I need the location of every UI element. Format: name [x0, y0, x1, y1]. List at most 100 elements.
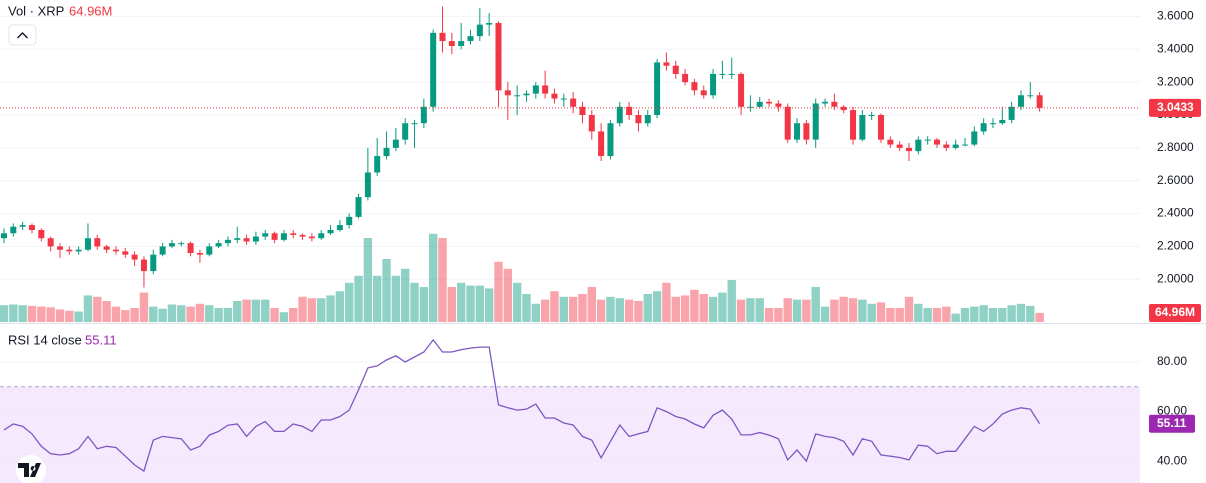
candle-body: [878, 115, 885, 140]
volume-bar: [233, 301, 242, 322]
volume-bar: [680, 295, 690, 322]
candle-body: [803, 123, 810, 140]
candle-body: [495, 23, 502, 91]
candle-body: [84, 238, 91, 250]
volume-bar: [764, 308, 774, 322]
volume-bar: [65, 310, 74, 322]
volume-box: [1149, 304, 1201, 322]
candle-body: [588, 115, 595, 132]
volume-bar: [391, 275, 401, 322]
collapse-button[interactable]: [8, 24, 37, 46]
candle-body: [989, 123, 996, 125]
volume-bar: [783, 298, 792, 322]
volume-bar: [774, 308, 783, 322]
y-tick-label: 2.4000: [1157, 206, 1194, 220]
chevron-icon[interactable]: [17, 32, 28, 39]
candle-body: [420, 106, 427, 124]
y-tick-label: 3.4000: [1157, 41, 1194, 55]
candle-body: [1017, 95, 1024, 107]
candle-body: [1008, 106, 1015, 120]
volume-bar: [130, 308, 139, 322]
candle-body: [504, 90, 511, 96]
volume-bar: [419, 287, 429, 322]
volume-bar: [540, 299, 550, 322]
volume-bar: [615, 298, 624, 322]
volume-bar: [634, 301, 643, 322]
volume-bar: [167, 304, 177, 322]
volume-bar: [298, 296, 307, 322]
volume-bar: [932, 308, 942, 322]
y-tick-label: 2.0000: [1157, 271, 1194, 285]
volume-bar: [317, 298, 326, 322]
volume-bar: [139, 292, 149, 322]
candle-body: [112, 249, 119, 252]
volume-bar: [820, 306, 830, 322]
candle-body: [598, 131, 605, 157]
volume-bar: [550, 291, 559, 322]
volume-bar: [111, 306, 121, 322]
candle-body: [952, 144, 959, 148]
volume-bar: [727, 280, 736, 322]
candle-body: [103, 246, 110, 250]
volume-bar: [149, 306, 158, 322]
volume-bar: [886, 308, 895, 322]
candle-body: [794, 123, 801, 140]
last-price-label: 3.0433: [1157, 100, 1194, 114]
candle-body: [728, 73, 735, 75]
volume-bar: [559, 296, 568, 322]
volume-bar: [447, 287, 457, 322]
candle-body: [934, 139, 940, 145]
volume-bar: [718, 292, 727, 322]
volume-bar: [1007, 305, 1016, 322]
candle-body: [840, 106, 847, 111]
volume-bar: [382, 259, 391, 322]
volume-bar: [354, 275, 363, 322]
y-tick-label: 2.6000: [1157, 173, 1194, 187]
candle-body: [476, 24, 483, 37]
candle-body: [551, 93, 558, 99]
candle-body: [756, 101, 763, 107]
volume-bar: [475, 285, 485, 322]
volume-bar: [55, 309, 65, 322]
candle-body: [812, 103, 819, 140]
volume-bar: [373, 275, 382, 322]
candle-body: [271, 233, 278, 240]
candles: [0, 6, 1140, 288]
candle-body: [140, 259, 147, 272]
volume-bar: [830, 299, 839, 322]
candle-body: [943, 144, 950, 148]
candle-body: [868, 115, 875, 116]
candle-body: [411, 123, 418, 125]
logo[interactable]: [16, 455, 46, 483]
volume-bar: [960, 308, 970, 322]
logo-mark[interactable]: [18, 463, 41, 477]
rsi-value-label: 55.11: [1157, 416, 1187, 430]
candle-body: [766, 101, 773, 104]
volume-bar: [690, 289, 699, 322]
volume-bar: [662, 282, 671, 322]
candle-body: [682, 73, 689, 83]
candle-body: [700, 90, 707, 96]
candle-body: [19, 225, 26, 227]
candle-body: [383, 147, 390, 157]
volume-bar: [289, 308, 298, 322]
volume-bar: [811, 287, 820, 322]
candle-body: [532, 85, 539, 94]
rsi-title: RSI 14 close: [8, 332, 82, 347]
candle-body: [514, 95, 521, 97]
candle-body: [336, 225, 343, 230]
candle-body: [663, 62, 670, 66]
volume-bar: [484, 288, 494, 322]
volume-bar: [1026, 305, 1035, 322]
volume-bar: [456, 282, 466, 322]
candle-body: [318, 233, 325, 239]
volume-bar: [503, 268, 513, 322]
button-frame[interactable]: [8, 24, 37, 46]
candle-body: [215, 243, 222, 247]
candle-body: [159, 246, 166, 255]
volume-bar: [587, 287, 596, 322]
rsi-band: [0, 386, 1140, 483]
volume-bar: [335, 291, 345, 322]
candle-body: [122, 251, 129, 255]
